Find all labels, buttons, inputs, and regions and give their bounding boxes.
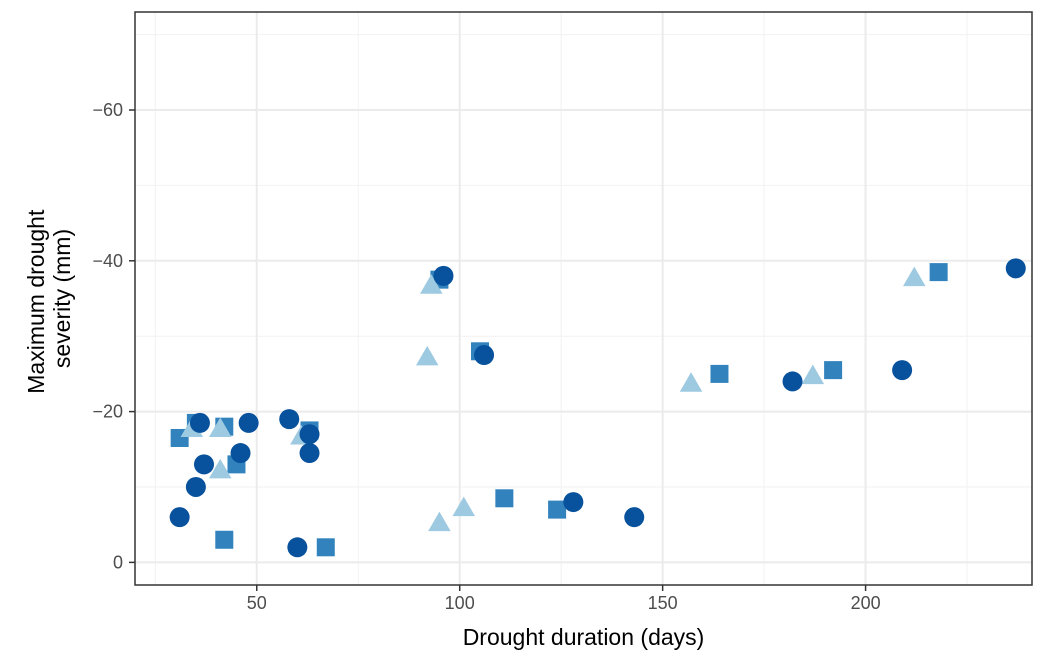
point-circle: [238, 412, 259, 433]
point-circle: [892, 360, 913, 381]
x-tick-label: 50: [247, 593, 267, 613]
point-square: [548, 500, 567, 519]
point-circle: [433, 265, 454, 286]
point-circle: [169, 507, 190, 528]
point-circle: [185, 476, 206, 497]
point-triangle: [903, 266, 926, 287]
x-tick-label: 150: [648, 593, 678, 613]
point-triangle: [452, 496, 476, 517]
y-axis-title: Maximum drought severity (mm): [23, 203, 75, 393]
point-triangle: [208, 417, 232, 437]
point-triangle: [420, 274, 443, 294]
y-axis-title-line-1: Maximum drought: [23, 209, 49, 394]
point-square: [710, 364, 729, 383]
point-circle: [563, 492, 584, 513]
x-axis-title: Drought duration (days): [463, 624, 705, 650]
point-circle: [230, 443, 251, 464]
point-triangle: [415, 345, 439, 366]
point-square: [316, 538, 335, 557]
point-triangle: [208, 458, 232, 479]
x-tick-label: 200: [851, 593, 881, 613]
x-tick-label: 100: [445, 593, 475, 613]
point-triangle: [679, 372, 703, 392]
point-square: [495, 489, 514, 508]
point-circle: [624, 507, 645, 528]
point-circle: [474, 345, 495, 366]
point-square: [824, 361, 843, 380]
point-circle: [299, 424, 320, 445]
point-circle: [194, 454, 214, 475]
y-tick-label: 0: [113, 552, 123, 572]
major-gridlines: [135, 12, 1032, 585]
point-triangle: [801, 364, 825, 385]
point-circle: [189, 412, 210, 433]
minor-gridlines: [135, 12, 1032, 585]
y-axis-ticks: 0 −20 −40 −60: [92, 100, 135, 572]
y-axis-title-line-2: severity (mm): [49, 229, 75, 368]
y-tick-label: −40: [92, 251, 123, 271]
plot-panel-border: [134, 11, 1033, 586]
point-triangle: [428, 511, 451, 532]
point-circle: [299, 443, 320, 464]
point-circle: [782, 371, 803, 392]
point-circle: [1005, 258, 1026, 279]
y-tick-label: −60: [92, 100, 123, 120]
point-circle: [279, 409, 300, 430]
point-square: [215, 530, 234, 549]
data-points: [169, 258, 1026, 558]
x-axis-ticks: 50 100 150 200: [247, 585, 881, 613]
y-tick-label: −20: [92, 402, 123, 422]
point-square: [929, 263, 948, 282]
point-circle: [287, 537, 308, 558]
